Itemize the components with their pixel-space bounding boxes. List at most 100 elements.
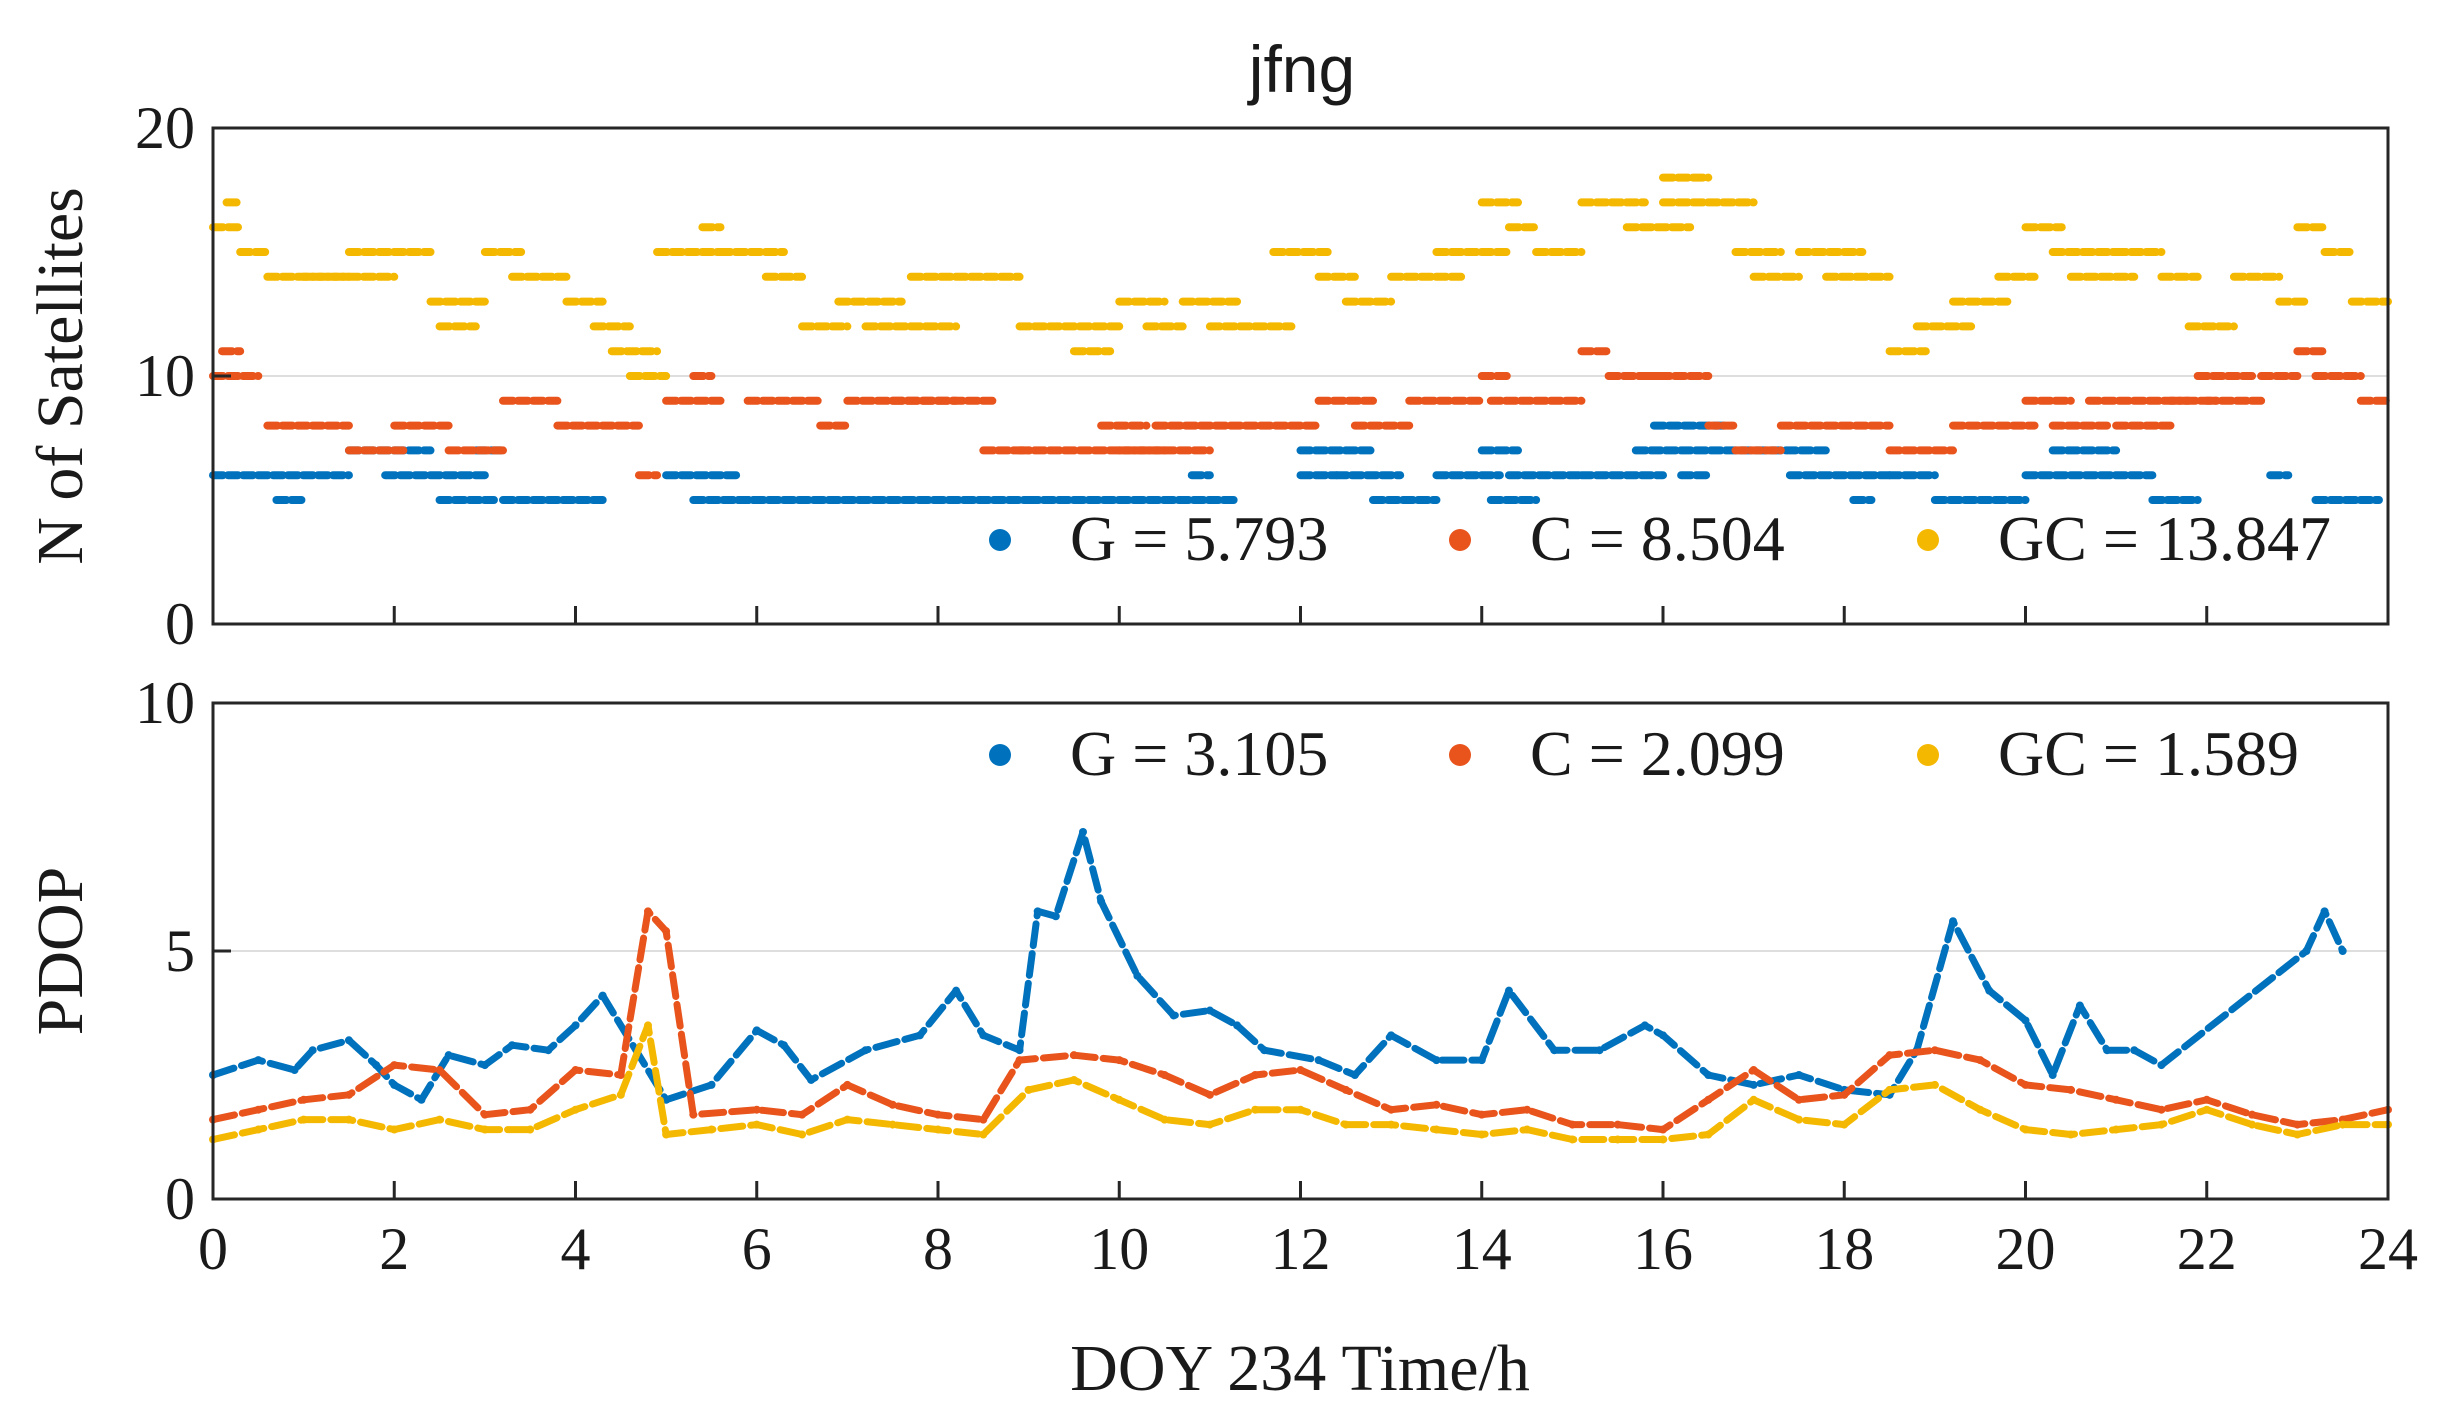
data-point [417,1095,426,1104]
pdop-y-axis-label: PDOP [24,867,97,1036]
data-point [1115,1056,1124,1065]
data-point [1024,1085,1033,1094]
data-point [616,1090,625,1099]
data-point [1749,1095,1758,1104]
data-point [598,991,607,1000]
nsat-legend: G = 5.793 C = 8.504 GC = 13.847 [989,503,2331,574]
data-point [1160,1071,1169,1079]
series-g [209,421,2383,504]
pdop-x-ticks: 0 2 4 6 8 10 12 14 16 18 20 22 24 [198,1181,2418,1282]
data-point [2066,1130,2075,1139]
data-point [1079,827,1087,836]
data-point [2103,1046,2112,1055]
legend-label: GC = 13.847 [1998,503,2331,574]
data-point [1659,1031,1667,1040]
data-point [2112,1125,2121,1134]
data-point [979,1031,988,1040]
data-point [390,1125,399,1134]
data-point [1015,1056,1024,1065]
data-point [1260,1046,1269,1055]
pdop-line [209,1021,2392,1143]
data-point [1205,1090,1214,1099]
data-point [1976,1056,1985,1065]
pdop-plot-area [209,827,2392,1144]
y-tick-label: 0 [165,591,195,657]
data-point [254,1125,263,1134]
legend-label: C = 2.099 [1530,718,1785,789]
data-point [2202,1095,2211,1104]
data-point [1051,912,1060,921]
data-point [1930,1080,1939,1089]
x-tick-label: 6 [742,1216,772,1282]
data-point [2130,1046,2139,1055]
data-point [1523,1125,1532,1134]
data-point [1160,1115,1169,1124]
data-point [1387,1105,1396,1114]
data-point [861,1046,870,1055]
data-point [843,1080,852,1089]
pdop-line [209,907,2392,1134]
data-point [1233,1021,1242,1030]
data-point [1840,1120,1849,1129]
data-point [1097,897,1106,906]
x-tick-label: 4 [561,1216,591,1282]
data-point [2338,947,2347,955]
x-tick-label: 2 [379,1216,409,1282]
x-tick-label: 8 [923,1216,953,1282]
data-point [1985,986,1994,995]
chart-title: jfng [1247,32,1355,106]
legend-label: G = 3.105 [1070,718,1328,789]
data-point [1432,1056,1441,1065]
data-point [254,1056,263,1065]
legend-marker-g [989,529,1011,551]
data-point [344,1115,353,1124]
data-point [1432,1100,1441,1109]
nsat-panel: 0 10 20 N of Satellites G = 5.793 C = 8.504… [24,95,2392,657]
nsat-y-ticks: 0 10 20 [135,95,231,657]
data-point [2293,1130,2302,1139]
x-tick-label: 16 [1633,1216,1693,1282]
nsat-x-ticks [211,606,2390,624]
pdop-y-ticks: 0 5 10 [135,670,231,1232]
data-point [616,1071,625,1079]
data-point [798,1130,807,1139]
data-point [1341,1085,1350,1094]
data-point [752,1026,761,1035]
data-point [390,1061,399,1070]
x-tick-label: 14 [1452,1216,1512,1282]
legend-marker-c [1449,744,1471,766]
data-point [1432,1125,1441,1134]
legend-marker-g [989,744,1011,766]
legend-marker-c [1449,529,1471,551]
x-tick-label: 0 [198,1216,228,1282]
data-point [1504,986,1513,995]
data-point [2202,1105,2211,1114]
data-point [2248,1120,2257,1129]
data-point [1115,1095,1124,1104]
data-point [1568,1135,1577,1144]
data-point [2293,1120,2302,1129]
legend-label: G = 5.793 [1070,503,1328,574]
x-tick-label: 22 [2177,1216,2237,1282]
data-point [707,1080,716,1089]
data-point [888,1120,897,1129]
data-point [843,1115,852,1124]
data-point [1885,1085,1894,1094]
data-point [1704,1071,1713,1079]
y-tick-label: 0 [165,1166,195,1232]
legend-label: GC = 1.589 [1998,718,2299,789]
data-point [344,1036,353,1045]
data-point [344,1090,353,1099]
data-point [2157,1120,2166,1129]
legend-marker-gc [1917,744,1939,766]
data-point [1477,1056,1486,1065]
data-point [2112,1095,2121,1104]
data-point [1314,1056,1323,1065]
data-point [752,1105,761,1114]
data-point [1523,1105,1532,1114]
data-point [1296,1105,1305,1114]
data-point [798,1110,807,1119]
data-point [1251,1105,1260,1114]
